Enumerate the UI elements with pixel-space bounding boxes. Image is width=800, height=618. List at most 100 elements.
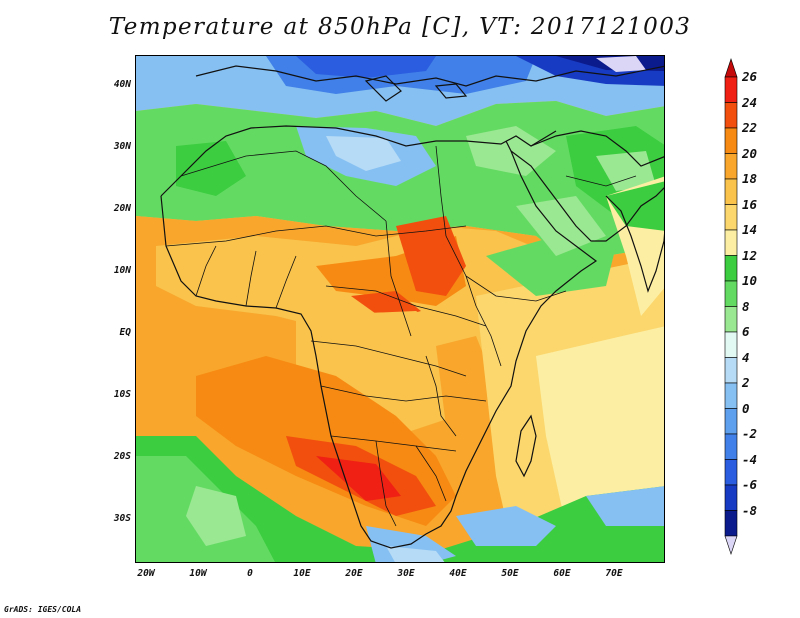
border-kenya [475,305,502,367]
greece-outline [434,83,468,99]
border-maghreb [180,150,387,222]
lon-label-30e: 30E [397,568,415,579]
colorbar-label: 16 [742,196,758,212]
colorbar-label: 24 [742,94,758,110]
country-borders [165,145,637,527]
colorbar-over-arrow [724,58,738,78]
border-west-africa-3 [275,255,297,309]
colorbar-boxes [724,58,738,555]
lat-label-20n: 20N [113,203,131,214]
border-sahel [165,225,467,247]
india-north-green [606,181,664,231]
lat-label-20s: 20S [113,451,131,462]
border-niger-chad [385,220,412,337]
colorbar-box [724,433,738,460]
lat-label-10s: 10S [113,389,131,400]
lon-label-10w: 10W [189,568,207,579]
border-south-sudan [465,275,567,302]
lon-label-70e: 70E [605,568,623,579]
colorbar-box [724,204,738,231]
border-botswana-sa [375,440,397,527]
lon-label-50e: 50E [501,568,519,579]
east-african-lakes [436,336,496,436]
italy-outline [364,75,402,102]
africa-coastline [160,140,598,549]
colorbar-label: 2 [742,375,750,390]
border-tanzania [425,355,457,437]
temperature-map [136,56,664,562]
lat-label-30n: 30N [113,141,131,152]
colorbar-box [724,229,738,256]
colorbar-box [724,255,738,282]
colorbar-box [724,178,738,205]
lon-label-40e: 40E [449,568,467,579]
kalahari-hottest [316,456,401,501]
red-sea-arabia-coast [510,150,664,242]
colorbar-label: 0 [742,400,750,416]
arabia-light [596,151,656,191]
colorbar-box [724,357,738,384]
colorbar-label: 22 [742,120,758,135]
india-coast [605,195,664,293]
colorbar-box [724,484,738,511]
lat-label-eq: EQ [119,327,131,338]
levant-coast [530,130,664,167]
europe-coast [195,65,664,87]
colorbar-label: 14 [742,222,758,237]
morocco-green [176,141,246,196]
sudan-hot-core [396,216,466,296]
cape-cooler [386,546,445,562]
border-angola-zambia [320,385,487,402]
colorbar-label: 26 [742,69,758,84]
lon-label-60e: 60E [553,568,571,579]
colorbar-label: 8 [742,298,750,314]
border-congo [310,340,467,377]
colorbar-box [724,331,738,358]
coastlines [160,65,664,549]
colorbar-label: -8 [742,502,758,518]
border-west-africa-2 [245,250,257,307]
map-title: Temperature at 850hPa [C], VT: 201712100… [108,14,692,40]
colorbar-box [724,153,738,180]
north-africa-coast [160,125,557,197]
indian-ocean-mild [536,326,664,526]
colorbar-box [724,306,738,333]
colorbar-label: -6 [742,477,758,492]
coldest-spot [596,56,646,72]
colorbar-label: 10 [742,273,758,288]
lon-label-20e: 20E [345,568,363,579]
lon-label-10e: 10E [293,568,311,579]
balkan-cold-region [296,56,436,78]
colorbar-under-arrow [724,535,738,555]
colorbar-label: 4 [742,349,750,365]
colorbar-label: 12 [742,247,758,263]
atlantic-light-green [186,486,246,546]
map-panel [135,55,665,563]
colorbar-box [724,76,738,103]
indian-ocean-cool [586,486,664,526]
madagascar [515,414,537,478]
colorbar-box [724,408,738,435]
colorbar-box [724,102,738,129]
border-arabia [565,175,637,187]
colorbar-box [724,510,738,537]
yemen-light [516,196,606,256]
lat-label-10n: 10N [113,265,131,276]
border-egypt-sudan [435,145,477,307]
colorbar-box [724,127,738,154]
colorbar-label: -2 [742,426,758,441]
lat-label-30s: 30S [113,513,131,524]
grads-credit: GrADS: IGES/COLA [4,605,82,614]
border-namibia-botswana [330,435,457,452]
colorbar-box [724,459,738,486]
natal-cool [456,506,556,546]
lon-label-20w: 20W [137,568,155,579]
colorbar-label: 20 [742,145,758,161]
colorbar-box [724,382,738,409]
colorbar-box [724,280,738,307]
colorbar-label: 18 [742,171,758,186]
colorbar-label: -4 [742,451,758,467]
border-zimbabwe [415,445,447,502]
lon-label-0: 0 [247,568,253,579]
colorbar-label: 6 [742,324,750,339]
